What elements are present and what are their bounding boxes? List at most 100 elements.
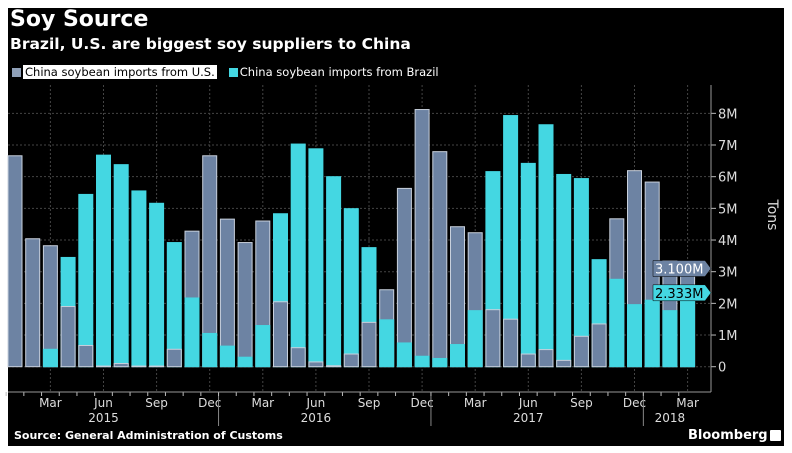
bar-brazil xyxy=(609,278,625,368)
x-tick-label: Dec xyxy=(198,396,221,410)
source-note: Source: General Administration of Custom… xyxy=(14,429,283,442)
x-tick-label: Sep xyxy=(358,396,381,410)
bar-us xyxy=(25,238,41,368)
bar-us xyxy=(414,109,430,368)
year-label: 2017 xyxy=(513,411,544,425)
bar-us xyxy=(343,353,359,368)
y-tick-label: 1M xyxy=(718,329,738,344)
bar-us xyxy=(273,301,288,368)
bar-brazil xyxy=(78,193,94,368)
bar-brazil xyxy=(308,148,324,368)
bar-us xyxy=(166,348,182,368)
bar-brazil xyxy=(343,208,359,368)
x-tick-label: Mar xyxy=(464,396,487,410)
bar-brazil xyxy=(42,348,58,368)
bar-brazil xyxy=(644,299,660,368)
x-tick-label: Jun xyxy=(306,396,326,410)
legend-label-brazil: China soybean imports from Brazil xyxy=(239,65,439,79)
x-tick-label: Jun xyxy=(518,396,538,410)
bar-us xyxy=(556,359,572,368)
bar-us xyxy=(308,361,324,368)
bar-brazil xyxy=(113,164,129,368)
bar-us xyxy=(78,344,94,368)
y-tick-label: 4M xyxy=(718,234,738,249)
legend-item-brazil[interactable]: China soybean imports from Brazil xyxy=(228,65,439,79)
chart-icon[interactable] xyxy=(770,430,781,441)
bar-us xyxy=(42,245,58,368)
bar-brazil xyxy=(202,332,218,368)
bar-us xyxy=(538,349,554,368)
bar-brazil xyxy=(662,310,678,368)
legend-label-us: China soybean imports from U.S. xyxy=(23,65,217,79)
last-value-tag-us: 3.100M xyxy=(655,263,703,278)
y-tick-label: 5M xyxy=(718,202,738,217)
last-value-tag-brazil-bg xyxy=(652,284,712,302)
x-tick-label: Mar xyxy=(676,396,699,410)
x-tick-label: Jun xyxy=(93,396,113,410)
bar-brazil xyxy=(131,190,147,368)
x-tick-label: Mar xyxy=(251,396,274,410)
y-tick-label: 7M xyxy=(718,139,738,154)
bar-us xyxy=(237,242,253,368)
last-value-tag-us-bg xyxy=(652,260,712,277)
chart-title: Soy Source xyxy=(10,7,149,32)
bar-us xyxy=(290,347,306,368)
bar-us xyxy=(361,321,377,368)
bar-us xyxy=(396,187,412,368)
y-tick-label: 0 xyxy=(718,361,726,376)
bar-brazil xyxy=(432,357,448,368)
bar-us xyxy=(7,155,23,368)
y-axis-title: Tons xyxy=(764,199,780,231)
bar-brazil xyxy=(538,124,554,368)
y-tick-label: 8M xyxy=(718,107,738,122)
x-tick-label: Dec xyxy=(410,396,433,410)
legend: China soybean imports from U.S. China so… xyxy=(12,65,439,79)
bar-brazil xyxy=(237,356,253,368)
bar-us xyxy=(573,335,589,368)
bar-brazil xyxy=(96,154,111,368)
bar-brazil xyxy=(184,297,200,368)
y-tick-label: 3M xyxy=(718,266,738,281)
bar-brazil xyxy=(414,355,430,368)
bar-brazil xyxy=(166,242,182,368)
bar-brazil xyxy=(219,345,235,368)
legend-swatch-brazil xyxy=(228,67,238,77)
x-tick-label: Sep xyxy=(570,396,593,410)
x-tick-label: Dec xyxy=(623,396,646,410)
bar-us xyxy=(131,365,147,368)
bar-brazil xyxy=(520,162,536,368)
bar-brazil xyxy=(556,173,572,368)
x-tick-label: Mar xyxy=(39,396,62,410)
x-tick-label: Sep xyxy=(145,396,168,410)
bar-us xyxy=(96,365,111,368)
year-label: 2018 xyxy=(655,411,686,425)
bar-brazil xyxy=(290,143,306,368)
bar-brazil xyxy=(326,176,342,368)
y-tick-label: 6M xyxy=(718,171,738,186)
bar-us xyxy=(326,365,342,368)
bar-us xyxy=(149,365,165,368)
bar-brazil xyxy=(627,304,642,368)
bar-us xyxy=(520,353,536,368)
bar-us xyxy=(432,151,448,368)
bar-us xyxy=(503,318,519,368)
year-label: 2016 xyxy=(301,411,332,425)
y-tick-label: 2M xyxy=(718,297,738,312)
bar-brazil xyxy=(379,319,395,368)
chart-subtitle: Brazil, U.S. are biggest soy suppliers t… xyxy=(10,35,411,53)
bar-brazil xyxy=(255,325,271,368)
bar-brazil xyxy=(467,310,483,368)
bar-brazil xyxy=(680,292,696,368)
bar-brazil xyxy=(450,344,465,368)
bloomberg-logo: Bloomberg xyxy=(688,428,768,443)
bar-brazil xyxy=(396,342,412,368)
legend-item-us[interactable]: China soybean imports from U.S. xyxy=(12,65,217,79)
bar-us xyxy=(591,323,607,368)
year-label: 2015 xyxy=(88,411,119,425)
last-value-tag-brazil: 2.333M xyxy=(655,287,703,302)
bar-us xyxy=(485,309,501,368)
bar-brazil xyxy=(149,202,165,368)
bar-us xyxy=(113,363,129,368)
bar-us xyxy=(219,218,235,368)
